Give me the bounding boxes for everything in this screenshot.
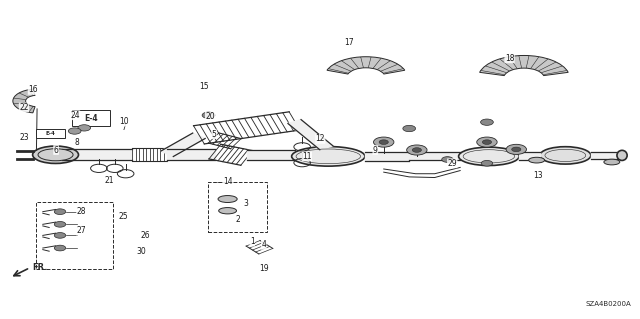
- Text: 10: 10: [119, 117, 129, 126]
- Circle shape: [481, 119, 493, 125]
- Polygon shape: [62, 149, 132, 160]
- Bar: [72, 110, 110, 126]
- Text: 3: 3: [244, 199, 248, 208]
- Polygon shape: [288, 120, 333, 150]
- Ellipse shape: [459, 147, 519, 166]
- Ellipse shape: [292, 146, 365, 166]
- Text: 18: 18: [505, 54, 515, 63]
- Text: 13: 13: [534, 171, 543, 180]
- Wedge shape: [327, 57, 405, 74]
- Circle shape: [412, 148, 422, 152]
- Text: 9: 9: [373, 145, 378, 154]
- Text: 29: 29: [447, 159, 457, 168]
- Circle shape: [483, 140, 492, 145]
- Circle shape: [406, 145, 427, 155]
- Bar: [36, 129, 65, 138]
- Circle shape: [379, 140, 388, 145]
- Text: 1: 1: [250, 237, 255, 246]
- Polygon shape: [161, 133, 205, 157]
- Circle shape: [506, 144, 527, 154]
- Ellipse shape: [604, 159, 620, 165]
- Text: 5: 5: [212, 130, 216, 139]
- Polygon shape: [167, 149, 215, 160]
- Ellipse shape: [218, 196, 237, 203]
- Ellipse shape: [296, 149, 360, 164]
- Text: 28: 28: [77, 207, 86, 216]
- Circle shape: [374, 137, 394, 147]
- Text: SZA4B0200A: SZA4B0200A: [585, 300, 631, 307]
- Text: 11: 11: [302, 152, 312, 161]
- Wedge shape: [479, 56, 568, 76]
- Text: E-4: E-4: [84, 114, 98, 123]
- Circle shape: [403, 125, 415, 132]
- Text: 26: 26: [140, 231, 150, 240]
- Ellipse shape: [33, 146, 79, 163]
- Text: 12: 12: [316, 134, 325, 144]
- Wedge shape: [13, 89, 35, 113]
- Ellipse shape: [529, 157, 545, 163]
- Circle shape: [481, 160, 493, 166]
- Circle shape: [54, 233, 66, 238]
- Circle shape: [477, 137, 497, 147]
- Text: 16: 16: [28, 85, 38, 94]
- Circle shape: [202, 112, 215, 118]
- Text: 2: 2: [236, 215, 241, 224]
- Circle shape: [54, 245, 66, 251]
- Text: 22: 22: [19, 103, 29, 112]
- Circle shape: [442, 157, 453, 162]
- Text: 27: 27: [77, 226, 86, 235]
- Text: 8: 8: [75, 137, 79, 147]
- Circle shape: [78, 125, 91, 131]
- Text: E-4: E-4: [45, 131, 56, 136]
- Text: 15: 15: [199, 82, 209, 91]
- Text: 6: 6: [54, 145, 58, 154]
- Text: 24: 24: [70, 111, 80, 120]
- Ellipse shape: [463, 150, 515, 163]
- Circle shape: [68, 128, 81, 134]
- Ellipse shape: [540, 147, 591, 164]
- Circle shape: [54, 209, 66, 214]
- Text: 20: 20: [205, 112, 215, 121]
- Bar: [36, 202, 113, 269]
- Polygon shape: [409, 152, 460, 160]
- Ellipse shape: [38, 149, 73, 161]
- Polygon shape: [365, 152, 409, 161]
- Ellipse shape: [617, 150, 627, 160]
- Text: 25: 25: [118, 212, 127, 221]
- Bar: [209, 182, 267, 232]
- Text: 21: 21: [104, 175, 114, 185]
- Text: 4: 4: [261, 241, 266, 249]
- Circle shape: [511, 147, 521, 152]
- Ellipse shape: [219, 208, 237, 214]
- Text: FR.: FR.: [33, 263, 48, 272]
- Text: 14: 14: [223, 177, 233, 186]
- Text: 30: 30: [136, 247, 146, 256]
- Polygon shape: [246, 150, 294, 160]
- Text: 23: 23: [19, 133, 29, 142]
- Polygon shape: [519, 152, 540, 160]
- Text: 17: 17: [344, 38, 354, 47]
- Text: 7: 7: [121, 123, 126, 132]
- Polygon shape: [591, 152, 621, 159]
- Circle shape: [54, 221, 66, 227]
- Text: 19: 19: [259, 264, 269, 273]
- Ellipse shape: [545, 149, 586, 161]
